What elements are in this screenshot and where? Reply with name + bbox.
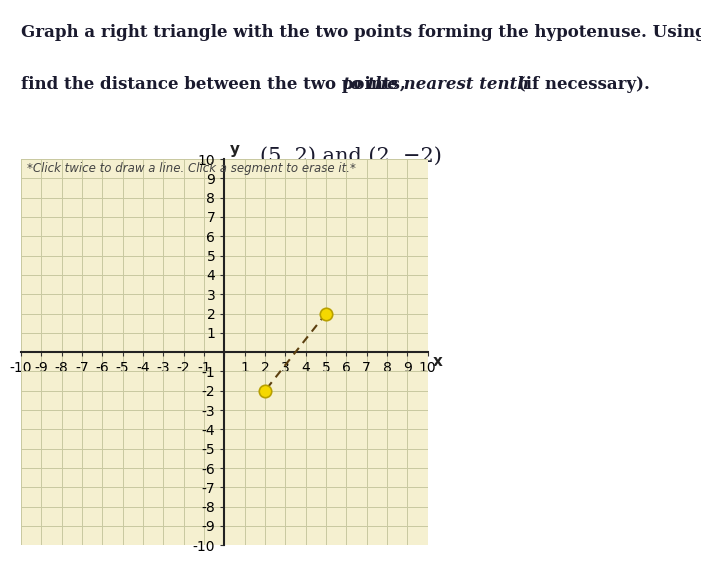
Text: Graph a right triangle with the two points forming the hypotenuse. Using the sid: Graph a right triangle with the two poin… bbox=[21, 24, 701, 41]
Point bbox=[320, 309, 332, 318]
Point bbox=[259, 386, 271, 395]
Text: *Click twice to draw a line. Click a segment to erase it.*: *Click twice to draw a line. Click a seg… bbox=[27, 162, 356, 176]
Text: (5, 2) and (2, −2): (5, 2) and (2, −2) bbox=[259, 147, 442, 165]
Text: find the distance between the two points,: find the distance between the two points… bbox=[21, 76, 411, 93]
Text: x: x bbox=[433, 354, 443, 369]
Text: y: y bbox=[229, 142, 240, 157]
Text: (if necessary).: (if necessary). bbox=[512, 76, 650, 93]
Text: to the nearest tenth: to the nearest tenth bbox=[343, 76, 530, 93]
